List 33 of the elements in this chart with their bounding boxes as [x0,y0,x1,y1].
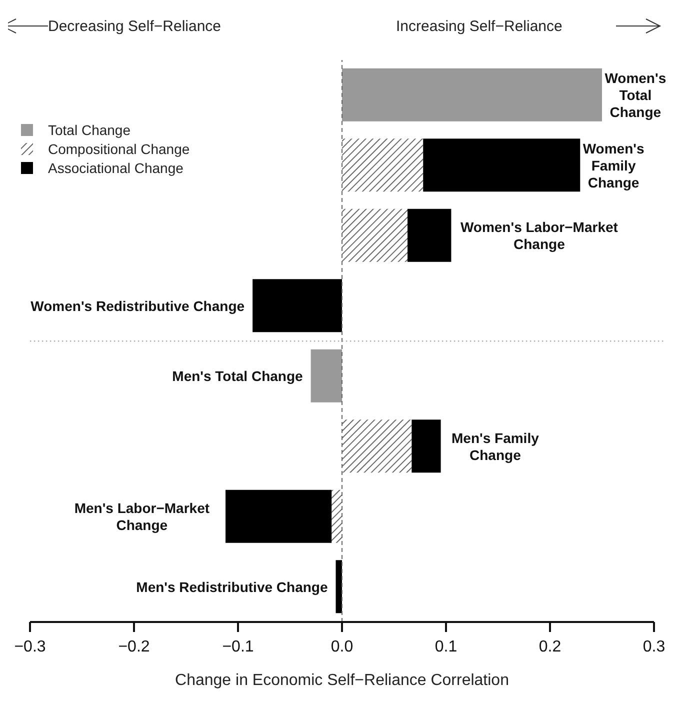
x-tick-label: −0.1 [222,638,254,656]
x-tick-label: 0.2 [538,638,562,656]
text: Decreasing Self−Reliance [48,18,222,35]
y-tick-label: Men's Labor−Market Change [74,500,210,534]
x-tick-label: −0.3 [14,638,46,656]
x-tick-label: 0.0 [330,638,354,656]
x-tick-label: 0.1 [434,638,458,656]
y-tick-label: Women's Redistributive Change [30,298,245,314]
bar [342,68,602,122]
bar [252,279,342,332]
x-tick-label: 0.3 [642,638,666,656]
bar [226,490,332,543]
y-tick-label: Men's Family Change [452,430,540,463]
y-tick-label: Women's Total Change [604,70,666,120]
y-tick-label: Women's Family Change [582,140,644,190]
text: Increasing Self−Reliance [396,18,562,35]
bar [408,208,452,262]
bar [336,560,342,614]
bar [342,420,412,473]
bar [332,490,342,543]
bar [310,349,342,402]
bar [342,208,408,262]
x-axis-title: Change in Economic Self−Reliance Correlation [174,672,510,690]
y-tick-label: Women's Labor−Market Change [460,219,618,252]
bar [423,138,580,192]
legend-label: Total Change [48,122,131,138]
bar [412,420,441,473]
legend-label: Associational Change [48,160,184,176]
x-tick-label: −0.2 [118,638,150,656]
y-tick-label: Men's Redistributive Change [136,578,328,595]
bar [342,138,424,192]
legend-label: Compositional Change [48,140,190,156]
y-tick-label: Men's Total Change [172,368,304,384]
